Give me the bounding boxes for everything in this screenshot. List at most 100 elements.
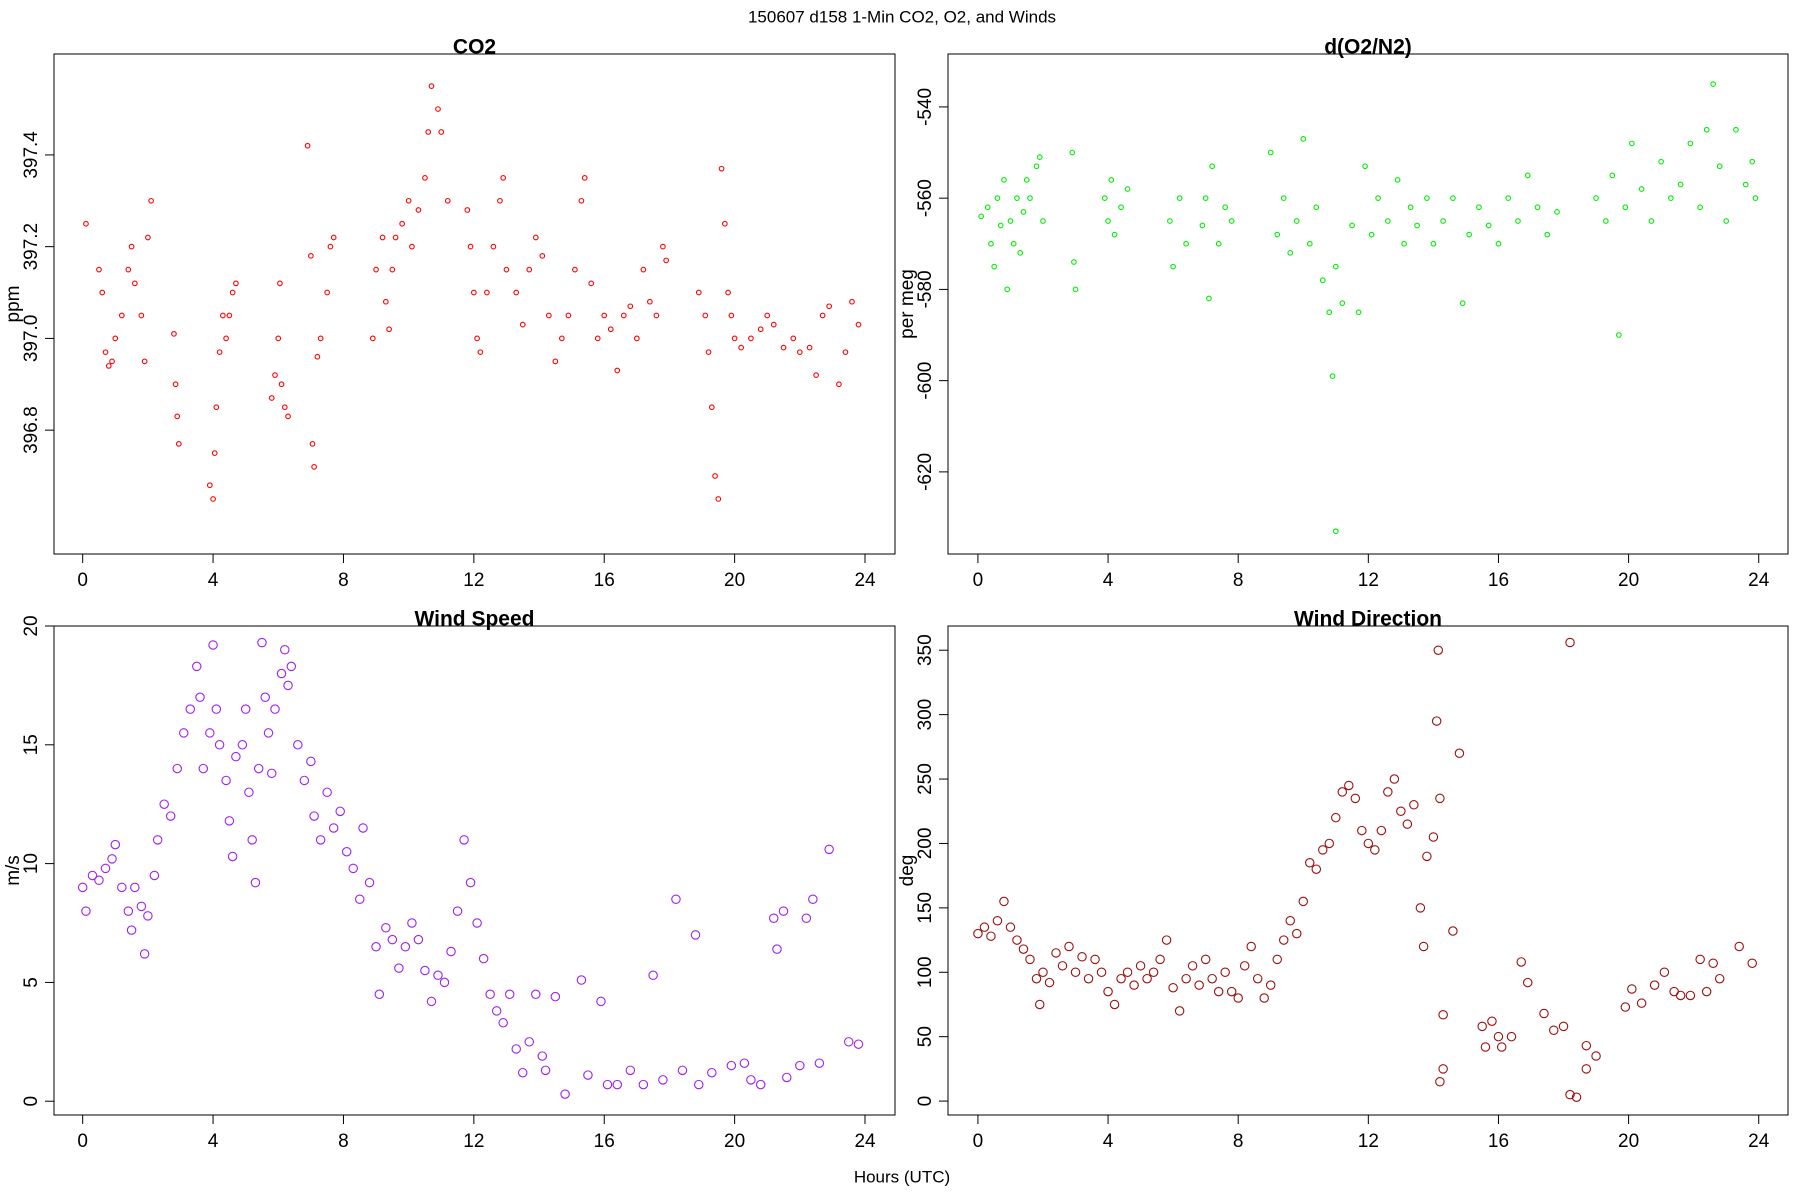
point (991, 263, 998, 270)
y-tick-label: 0 (915, 1096, 936, 1107)
point (519, 321, 526, 328)
point (801, 913, 812, 924)
point (1103, 986, 1113, 997)
point (1027, 195, 1033, 202)
point (498, 1018, 508, 1028)
y-tick-label: -540 (915, 88, 936, 126)
point (836, 381, 842, 388)
point (1591, 1051, 1601, 1061)
point (1116, 973, 1126, 984)
x-tick-label: 4 (1103, 1131, 1114, 1152)
x-tick-label: 24 (854, 570, 876, 591)
point (399, 220, 405, 227)
point (159, 799, 169, 809)
point (1124, 186, 1131, 192)
point (1109, 999, 1120, 1010)
point (1742, 181, 1749, 188)
point (1734, 941, 1744, 952)
point (392, 234, 399, 241)
point (588, 280, 595, 287)
point (1001, 177, 1007, 183)
point (843, 1037, 854, 1047)
point (526, 266, 533, 273)
point (1155, 954, 1165, 965)
point (280, 645, 290, 655)
point (565, 312, 572, 319)
point (1622, 204, 1629, 211)
point (272, 372, 278, 378)
point (400, 942, 411, 952)
point (210, 496, 216, 502)
point (244, 787, 254, 798)
x-tick-label: 4 (1103, 570, 1114, 591)
point (780, 344, 787, 351)
point (594, 335, 601, 342)
point (1648, 218, 1655, 224)
point (1064, 941, 1074, 952)
x-tick-label: 24 (854, 1131, 876, 1152)
point (1701, 986, 1712, 997)
point (109, 358, 115, 365)
point (973, 928, 983, 939)
point (205, 728, 215, 738)
point (746, 1075, 756, 1085)
point (725, 289, 731, 296)
point (842, 349, 849, 356)
point (1228, 218, 1235, 224)
point (715, 496, 722, 502)
point (117, 882, 127, 893)
point (1034, 999, 1045, 1010)
point (413, 934, 424, 945)
point (1466, 231, 1473, 238)
point (364, 877, 375, 888)
point (198, 763, 209, 774)
point (317, 335, 324, 342)
point (663, 257, 670, 264)
y-tick-label: 250 (915, 763, 936, 795)
point (220, 312, 226, 319)
point (1370, 845, 1380, 855)
point (1265, 980, 1276, 990)
point (1017, 250, 1024, 256)
point (583, 1070, 593, 1080)
y-tick-label: 50 (915, 1026, 936, 1047)
point (195, 692, 205, 703)
point (355, 894, 365, 905)
point (1051, 948, 1061, 958)
point (1363, 838, 1374, 849)
point (299, 775, 310, 786)
point (1239, 961, 1250, 971)
point (231, 751, 241, 762)
point (435, 106, 441, 112)
point (1285, 915, 1295, 926)
point (1222, 204, 1229, 211)
point (1324, 838, 1335, 849)
point (77, 882, 88, 893)
point (796, 349, 803, 356)
point (596, 996, 606, 1007)
point (1292, 928, 1302, 939)
point (690, 930, 701, 940)
point (1733, 126, 1739, 133)
point (694, 1079, 704, 1090)
point (369, 335, 376, 342)
point (178, 728, 189, 738)
point (1069, 149, 1076, 156)
point (1496, 1042, 1507, 1052)
point (330, 234, 337, 241)
point (1044, 977, 1055, 988)
point (131, 280, 138, 287)
point (1438, 1010, 1448, 1020)
point (999, 896, 1009, 907)
point (1565, 637, 1575, 648)
point (537, 1051, 548, 1061)
point (1083, 973, 1094, 984)
point (702, 312, 709, 319)
point (394, 963, 404, 973)
point (415, 207, 422, 213)
point (1534, 204, 1541, 211)
point (764, 312, 771, 319)
point (87, 870, 98, 881)
point (446, 946, 456, 957)
